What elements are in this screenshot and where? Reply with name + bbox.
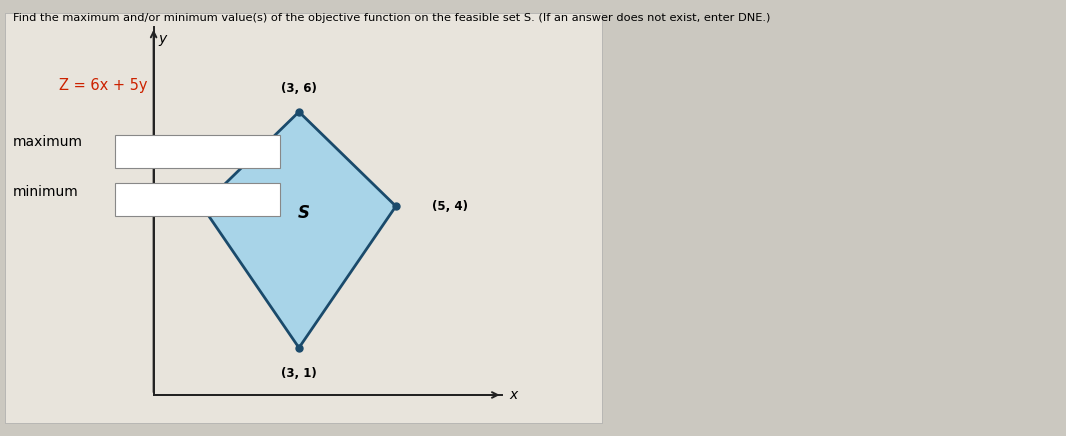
Text: x: x — [510, 388, 518, 402]
Text: Find the maximum and/or minimum value(s) of the objective function on the feasib: Find the maximum and/or minimum value(s)… — [13, 13, 770, 23]
Text: (5, 4): (5, 4) — [432, 200, 468, 213]
Text: (3, 6): (3, 6) — [281, 82, 317, 95]
Text: (3, 1): (3, 1) — [281, 367, 317, 380]
Text: Z = 6x + 5y: Z = 6x + 5y — [59, 78, 147, 93]
Polygon shape — [203, 112, 395, 348]
Text: minimum: minimum — [13, 185, 79, 199]
Text: (1, 4): (1, 4) — [130, 200, 165, 213]
Text: S: S — [297, 204, 310, 222]
Text: maximum: maximum — [13, 135, 83, 149]
Text: y: y — [159, 31, 166, 46]
